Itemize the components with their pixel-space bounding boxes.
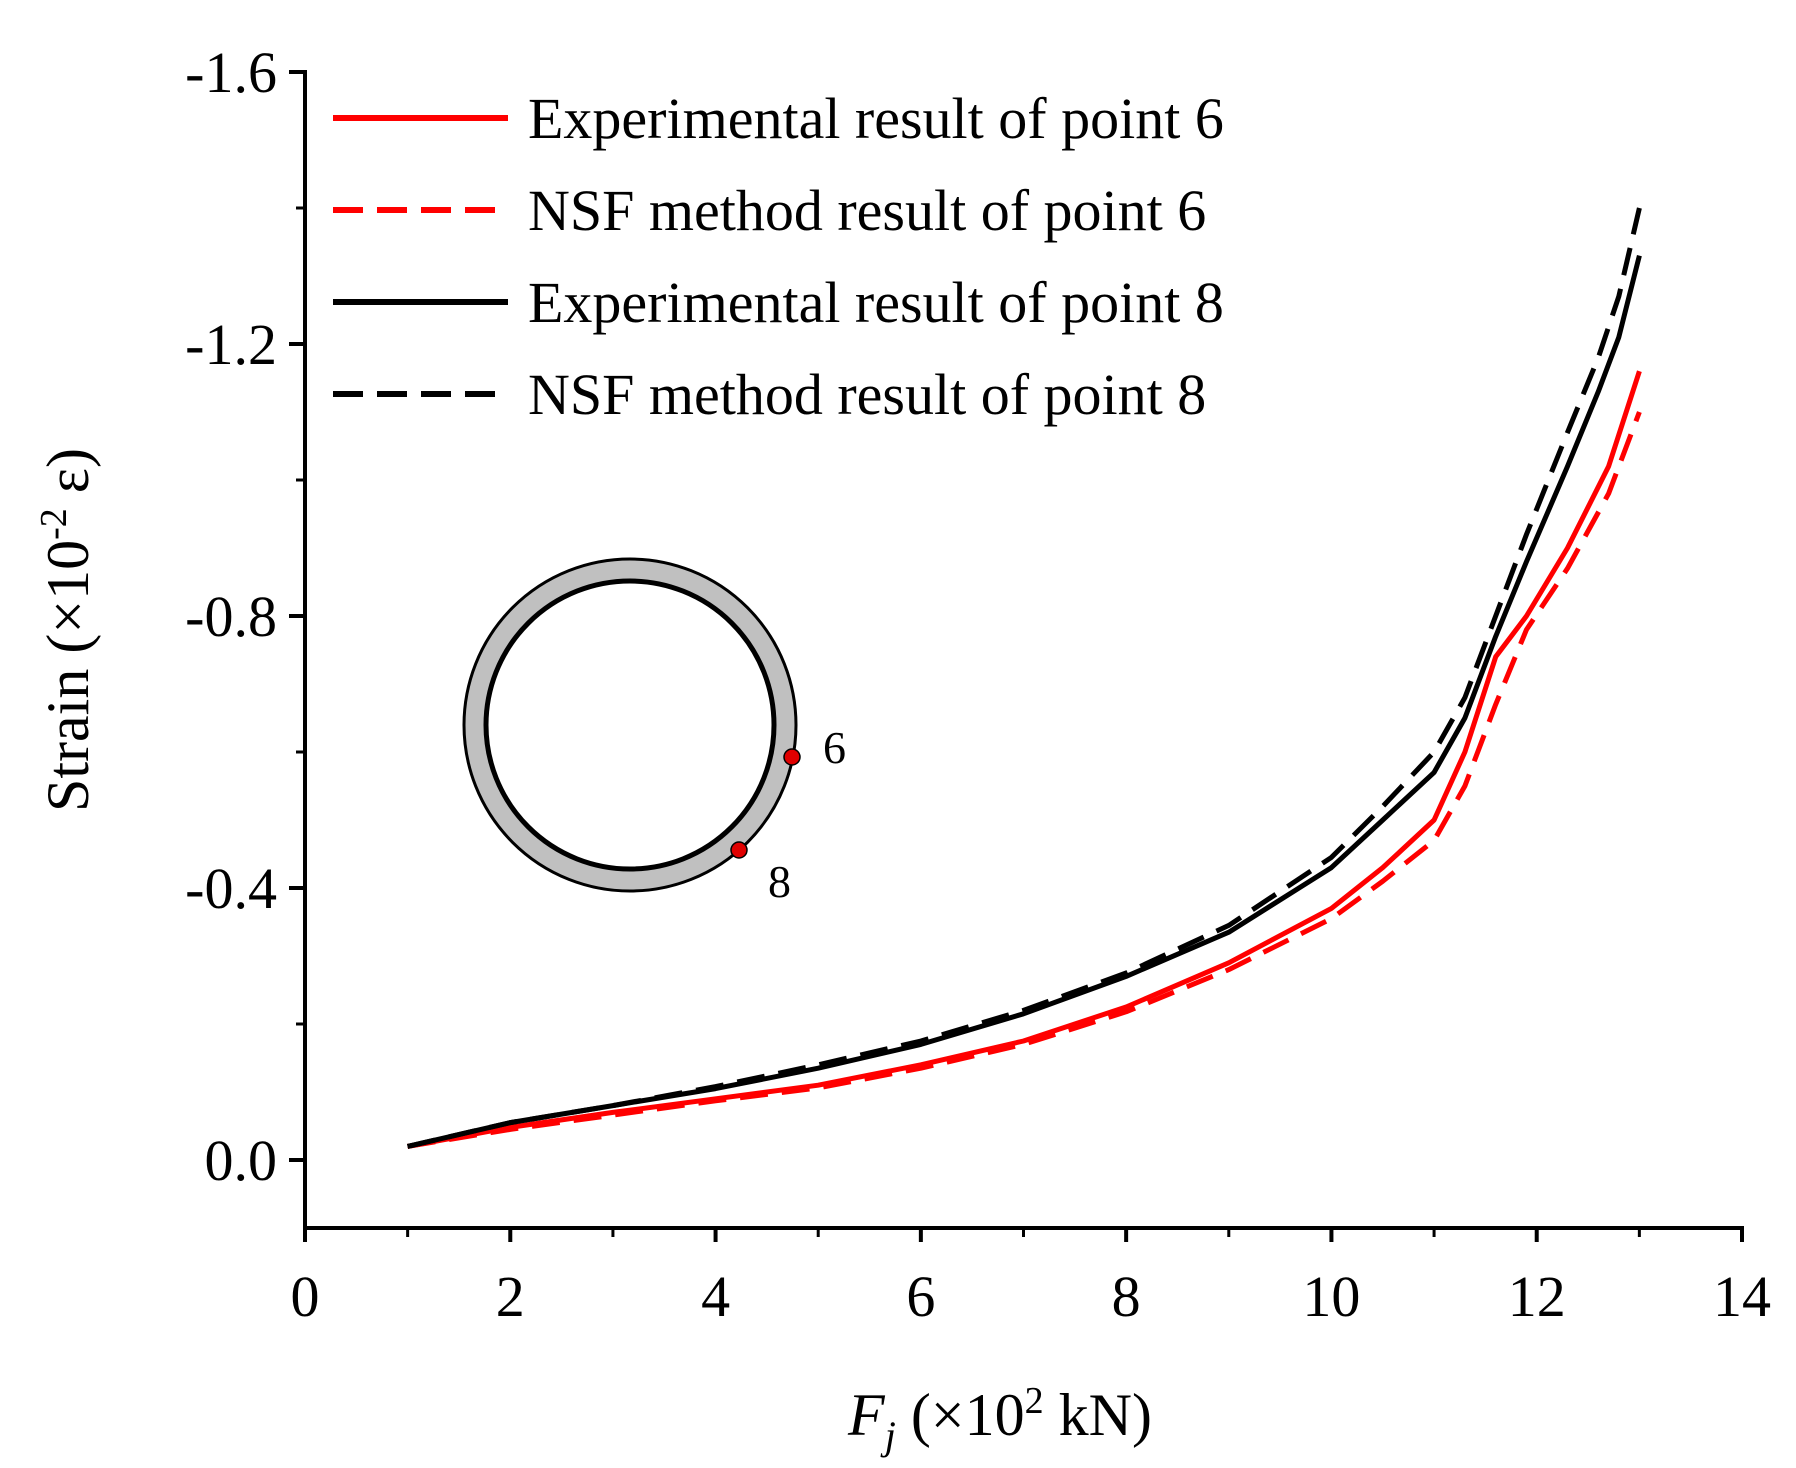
y-tick-label: -0.8: [185, 584, 277, 649]
plot-area: 0 2 4 6 8 10 12 14 0.0 -0.4 -0.8 -1.2 -1.6: [185, 40, 1771, 1329]
y-axis-post: ε): [35, 448, 101, 508]
series-layer: [407, 207, 1642, 1149]
point-6-marker: [783, 748, 801, 766]
x-tick-label: 2: [496, 1264, 525, 1329]
x-axis-var: F: [847, 1382, 886, 1448]
legend-label-1: Experimental result of point 6: [528, 86, 1224, 151]
x-tick-label: 14: [1713, 1264, 1771, 1329]
y-tick-label: -1.6: [185, 40, 277, 105]
tube-inner-hole: [483, 578, 777, 872]
x-axis-unit-post: kN): [1044, 1382, 1152, 1448]
x-axis-unit-sup: 2: [1025, 1380, 1044, 1422]
legend-label-3: Experimental result of point 8: [528, 270, 1224, 335]
y-axis-pre: Strain (×10: [35, 540, 101, 812]
legend: Experimental result of point 6 NSF method…: [333, 86, 1224, 427]
legend-label-2: NSF method result of point 6: [528, 178, 1206, 243]
y-axis-title: Strain (×10-2 ε): [33, 448, 101, 812]
y-tick-label: -1.2: [185, 312, 277, 377]
x-tick-label: 10: [1302, 1264, 1360, 1329]
series-line-2: [407, 411, 1642, 1149]
x-tick-label: 12: [1508, 1264, 1566, 1329]
x-tick-label: 4: [701, 1264, 730, 1329]
legend-label-4: NSF method result of point 8: [528, 362, 1206, 427]
x-tick-label: 8: [1112, 1264, 1141, 1329]
point-6-label: 6: [823, 722, 846, 773]
x-tick-label: 6: [906, 1264, 935, 1329]
y-tick-label: -0.4: [185, 856, 277, 921]
series-line-4: [407, 207, 1642, 1149]
x-axis-sub: j: [880, 1413, 896, 1458]
point-8-label: 8: [768, 856, 791, 907]
ticks-layer: 0 2 4 6 8 10 12 14 0.0 -0.4 -0.8 -1.2 -1.6: [185, 40, 1771, 1329]
x-axis-unit-pre: (×10: [896, 1382, 1025, 1448]
x-tick-label: 0: [291, 1264, 320, 1329]
cross-section-inset: 6 8: [462, 557, 846, 907]
y-tick-label: 0.0: [205, 1128, 278, 1193]
point-8-marker: [730, 841, 748, 859]
x-axis-title: Fj (×102 kN): [847, 1380, 1152, 1458]
y-axis-sup: -2: [33, 508, 75, 540]
